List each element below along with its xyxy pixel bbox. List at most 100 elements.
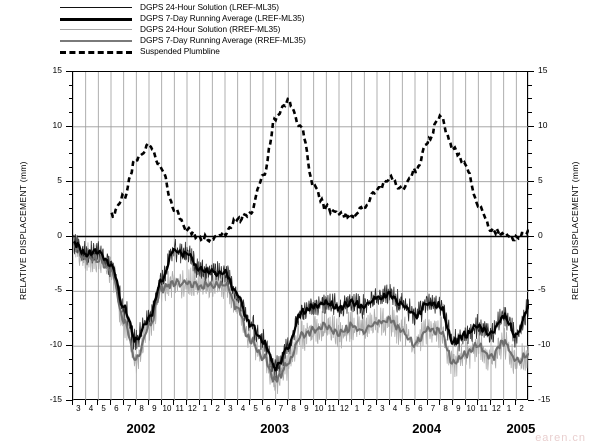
- x-tick-label: 6: [266, 404, 271, 413]
- y-tick-mark: [528, 276, 532, 278]
- y-tick-label-left: 5: [57, 174, 62, 185]
- y-tick-mark: [68, 331, 72, 333]
- x-tick-mark: [211, 400, 213, 405]
- y-tick-mark: [528, 98, 532, 100]
- y-tick-mark: [68, 372, 72, 374]
- y-tick-mark: [66, 345, 72, 347]
- y-tick-mark: [528, 221, 532, 223]
- y-tick-mark: [66, 400, 72, 401]
- x-tick-mark: [249, 400, 251, 405]
- x-tick-label: 5: [253, 404, 258, 413]
- x-tick-mark: [224, 400, 225, 405]
- x-tick-mark: [338, 400, 339, 405]
- y-tick-mark: [66, 180, 72, 182]
- y-tick-mark: [68, 194, 72, 196]
- x-tick-mark: [312, 400, 314, 405]
- y-tick-mark: [68, 84, 72, 86]
- x-tick-label: 10: [466, 404, 476, 413]
- y-tick-mark: [528, 249, 532, 251]
- x-tick-label: 10: [314, 404, 324, 413]
- y-tick-mark: [528, 71, 534, 72]
- y-tick-label-left: -5: [54, 284, 62, 295]
- x-tick-mark: [300, 400, 301, 405]
- x-tick-label: 5: [101, 404, 106, 413]
- x-tick-mark: [160, 400, 162, 405]
- y-tick-mark: [528, 386, 532, 388]
- x-tick-mark: [325, 400, 327, 405]
- y-tick-mark: [68, 262, 72, 264]
- y-tick-mark: [528, 304, 532, 306]
- x-tick-mark: [376, 400, 377, 405]
- watermark: earen.cn: [535, 432, 586, 444]
- y-tick-label-right: -5: [538, 284, 546, 295]
- y-tick-label-right: 0: [538, 229, 543, 240]
- y-axis-label-right: RELATIVE DISPLACEMENT (mm): [570, 161, 580, 300]
- x-tick-label: 3: [228, 404, 233, 413]
- y-tick-mark: [68, 249, 72, 251]
- x-tick-label: 7: [278, 404, 284, 413]
- y-tick-label-right: 10: [538, 119, 548, 130]
- x-tick-label: 10: [162, 404, 172, 413]
- y-tick-mark: [68, 166, 72, 168]
- x-tick-mark: [236, 400, 238, 405]
- x-tick-mark: [414, 400, 415, 405]
- x-tick-mark: [363, 400, 365, 405]
- y-tick-mark: [68, 98, 72, 100]
- y-tick-mark: [68, 221, 72, 223]
- y-tick-mark: [68, 139, 72, 141]
- y-tick-mark: [528, 208, 532, 210]
- legend-label: DGPS 7-Day Running Average (LREF-ML35): [140, 13, 305, 23]
- y-tick-label-right: 5: [538, 174, 543, 185]
- chart-legend: DGPS 24-Hour Solution (LREF-ML35) DGPS 7-…: [60, 2, 400, 58]
- y-tick-mark: [528, 166, 532, 168]
- legend-item: DGPS 7-Day Running Average (RREF-ML35): [60, 35, 400, 46]
- x-tick-label: 11: [479, 404, 488, 413]
- x-tick-mark: [148, 400, 149, 405]
- y-tick-label-left: -10: [49, 339, 62, 350]
- y-tick-mark: [528, 290, 534, 292]
- y-tick-mark: [528, 139, 532, 141]
- x-tick-mark: [477, 400, 479, 405]
- legend-item: Suspended Plumbline: [60, 46, 400, 57]
- legend-swatch-thin-black: [60, 7, 132, 8]
- x-tick-mark: [262, 400, 263, 405]
- y-tick-mark: [68, 304, 72, 306]
- y-tick-mark: [68, 153, 72, 155]
- x-tick-label: 8: [443, 404, 448, 413]
- x-tick-label: 6: [114, 404, 119, 413]
- y-tick-mark: [68, 208, 72, 210]
- x-tick-label: 2: [367, 404, 372, 413]
- x-tick-label: 12: [339, 404, 349, 413]
- x-axis-year-label: 2005: [506, 421, 536, 436]
- x-tick-mark: [72, 400, 73, 405]
- x-tick-label: 1: [506, 404, 512, 413]
- x-tick-label: 3: [380, 404, 385, 413]
- y-tick-mark: [68, 358, 72, 360]
- x-tick-mark: [198, 400, 200, 405]
- y-tick-mark: [68, 112, 72, 114]
- data-layer: [73, 97, 529, 395]
- y-tick-mark: [528, 235, 534, 237]
- x-tick-mark: [84, 400, 86, 405]
- y-tick-mark: [528, 262, 532, 264]
- y-tick-mark: [66, 71, 72, 72]
- x-tick-label: 9: [152, 404, 157, 413]
- y-tick-mark: [528, 84, 532, 86]
- x-tick-label: 8: [139, 404, 144, 413]
- y-tick-mark: [68, 317, 72, 319]
- y-tick-label-left: 0: [57, 229, 62, 240]
- y-tick-label-left: 15: [52, 65, 62, 75]
- grid-layer: [73, 72, 529, 401]
- x-tick-mark: [350, 400, 352, 405]
- y-tick-mark: [528, 180, 534, 182]
- y-tick-mark: [528, 317, 532, 319]
- x-tick-mark: [490, 400, 491, 405]
- x-tick-label: 9: [304, 404, 309, 413]
- y-tick-label-right: -10: [538, 339, 551, 350]
- x-tick-label: 11: [327, 404, 336, 413]
- x-tick-label: 7: [430, 404, 436, 413]
- x-tick-label: 3: [76, 404, 81, 413]
- y-tick-mark: [528, 125, 534, 127]
- legend-label: DGPS 7-Day Running Average (RREF-ML35): [140, 35, 306, 45]
